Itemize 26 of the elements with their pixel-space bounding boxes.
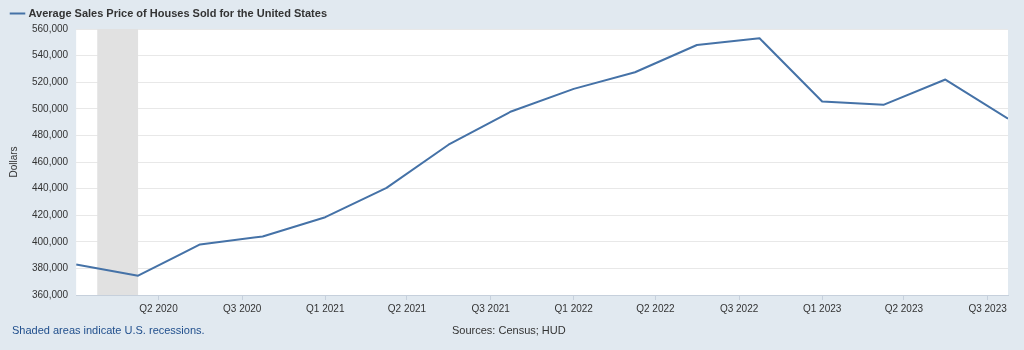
y-tick-label: 520,000 <box>31 75 69 87</box>
x-tick-label: Q2 2020 <box>139 302 179 314</box>
y-tick-label: 480,000 <box>31 129 69 141</box>
x-tick-label: Q2 2023 <box>884 302 924 314</box>
x-tick-label: Q1 2022 <box>554 302 594 314</box>
x-tick-label: Q2 2022 <box>636 302 676 314</box>
x-tick-label: Q3 2022 <box>719 302 759 314</box>
y-tick-label: 560,000 <box>31 22 69 34</box>
y-tick-label: 360,000 <box>31 288 69 300</box>
y-tick-label: 440,000 <box>31 182 69 194</box>
y-tick-label: 400,000 <box>31 235 69 247</box>
y-tick-label: 540,000 <box>31 49 69 61</box>
x-tick-label: Q1 2023 <box>802 302 842 314</box>
y-axis-title: Dollars <box>7 146 19 178</box>
y-tick-label: 500,000 <box>31 102 69 114</box>
text: Shaded areas indicate U.S. recessions. <box>12 324 205 336</box>
source-note: Sources: Census; HUD <box>452 324 566 336</box>
x-tick-label: Q1 2021 <box>306 302 345 314</box>
legend-label: Average Sales Price of Houses Sold for the United States <box>28 6 328 19</box>
y-tick-label: 380,000 <box>31 262 69 274</box>
y-tick-label: 420,000 <box>31 208 69 220</box>
x-tick-label: Q3 2021 <box>471 302 511 314</box>
x-tick-label: Q3 2020 <box>223 302 262 314</box>
y-tick-label: 460,000 <box>31 155 69 167</box>
x-tick-label: Q2 2021 <box>387 302 427 314</box>
x-tick-label: Q3 2023 <box>968 302 1008 314</box>
